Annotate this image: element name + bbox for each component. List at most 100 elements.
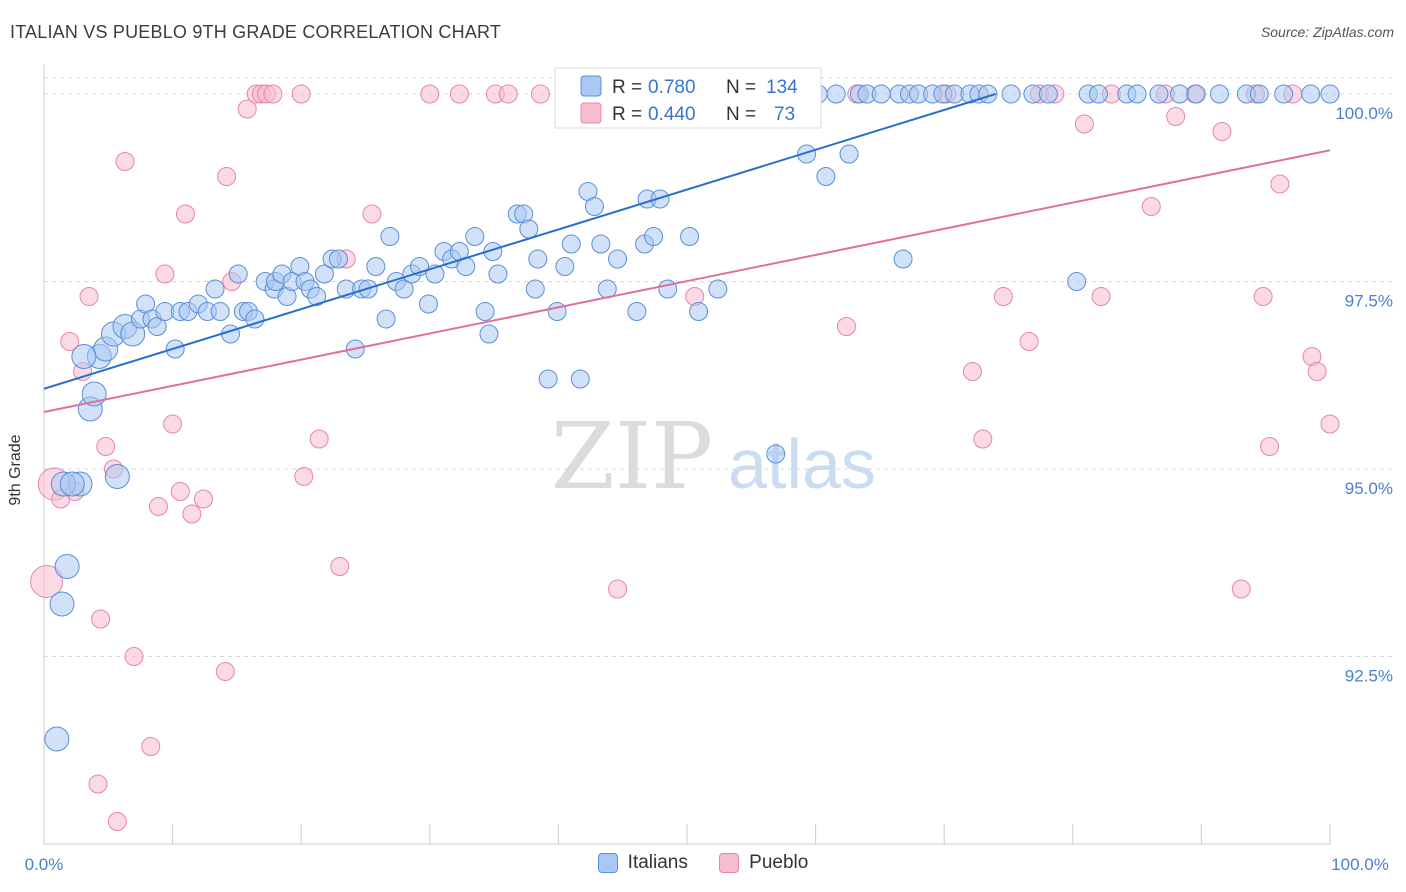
italians-point xyxy=(479,324,499,344)
pueblo-point xyxy=(217,167,237,186)
italians-point xyxy=(205,279,225,299)
legend-r-label: R = xyxy=(612,104,642,125)
italians-point xyxy=(328,249,348,269)
italians-point xyxy=(658,279,678,299)
legend-top: R = 0.780 N = 134 R = 0.440 N = 73 xyxy=(554,67,822,129)
italians-point xyxy=(210,302,230,321)
italians-point xyxy=(314,264,334,284)
pueblo-point xyxy=(449,84,469,104)
italians-point xyxy=(1320,84,1340,104)
pueblo-point xyxy=(1141,197,1161,216)
italians-point xyxy=(839,144,859,164)
italians-points xyxy=(44,84,1340,752)
legend-n-value: 134 xyxy=(766,77,798,98)
pueblo-point xyxy=(1270,174,1290,194)
pueblo-point xyxy=(237,99,257,119)
legend-item-pueblo[interactable]: Pueblo xyxy=(719,852,808,874)
italians-point xyxy=(1001,84,1021,104)
pueblo-point xyxy=(1307,362,1327,381)
chart-title: ITALIAN VS PUEBLO 9TH GRADE CORRELATION … xyxy=(10,22,502,42)
pueblo-point xyxy=(91,609,111,629)
italians-point xyxy=(380,227,400,246)
pueblo-point xyxy=(498,84,518,104)
pueblo-point xyxy=(962,362,982,381)
italians-point xyxy=(1209,84,1229,104)
pueblo-point xyxy=(1253,287,1273,306)
italians-point xyxy=(561,234,581,254)
legend-bottom: Italians Pueblo xyxy=(0,852,1406,879)
italians-point xyxy=(608,249,628,269)
pueblo-point xyxy=(1091,287,1111,306)
legend-item-italians[interactable]: Italians xyxy=(597,852,688,874)
italians-trend-line xyxy=(43,93,996,390)
legend-label-pueblo: Pueblo xyxy=(749,852,809,873)
chart-source: Source: ZipAtlas.com xyxy=(1260,24,1394,40)
pueblo-point xyxy=(96,437,116,456)
pueblo-point xyxy=(170,482,190,501)
pueblo-point xyxy=(309,429,329,449)
tick-labels: 92.5% 95.0% 97.5% 100.0% 0.0% 100.0% xyxy=(25,104,1393,874)
italians-point xyxy=(54,554,80,579)
pueblo-point xyxy=(1074,114,1094,134)
italians-point xyxy=(59,471,85,497)
italians-point xyxy=(488,264,508,284)
axis-layer xyxy=(43,64,1331,845)
pueblo-point xyxy=(291,84,311,104)
italians-point xyxy=(1301,84,1321,104)
italians-point xyxy=(555,257,575,276)
legend-n-label: N = xyxy=(726,77,756,98)
pueblo-point xyxy=(608,579,628,599)
italians-point xyxy=(1149,84,1169,104)
pueblo-point xyxy=(124,647,144,666)
pueblo-point xyxy=(30,565,64,598)
italians-point xyxy=(644,227,664,246)
trend-lines xyxy=(43,93,1331,413)
pueblo-point xyxy=(141,737,161,756)
legend-n-label: N = xyxy=(726,104,756,125)
x-tick-label-end: 100.0% xyxy=(1331,855,1389,874)
pueblo-point xyxy=(973,429,993,449)
pueblo-point xyxy=(1019,332,1039,351)
grid-layer xyxy=(44,77,1392,657)
italians-point xyxy=(1186,84,1206,104)
watermark-atlas: atlas xyxy=(728,425,876,503)
italians-point xyxy=(465,227,485,246)
italians-swatch xyxy=(597,853,618,873)
italians-point xyxy=(1067,272,1087,291)
italians-point xyxy=(525,279,545,299)
italians-point xyxy=(71,344,97,369)
italians-point xyxy=(538,369,558,389)
pueblo-point xyxy=(330,557,350,576)
italians-point xyxy=(1127,84,1147,104)
pueblo-point xyxy=(1212,122,1232,141)
pueblo-point xyxy=(215,662,235,681)
pueblo-point xyxy=(182,504,202,524)
italians-point xyxy=(1274,84,1294,104)
italians-point xyxy=(220,324,240,344)
italians-point xyxy=(627,302,647,321)
italians-point xyxy=(689,302,709,321)
italians-point xyxy=(49,591,75,617)
italians-point xyxy=(680,227,700,246)
italians-point xyxy=(893,249,913,269)
pueblo-point xyxy=(530,84,550,104)
pueblo-point xyxy=(107,812,127,831)
italians-point xyxy=(394,279,414,299)
pueblo-point xyxy=(163,414,183,434)
italians-point xyxy=(591,234,611,254)
italians-point xyxy=(419,294,439,314)
legend-label-italians: Italians xyxy=(627,852,688,873)
italians-point xyxy=(104,464,130,489)
italians-point xyxy=(584,197,604,216)
pueblo-point xyxy=(1320,414,1340,434)
pueblo-point xyxy=(420,84,440,104)
y-tick-label: 92.5% xyxy=(1345,667,1393,686)
italians-point xyxy=(44,726,70,752)
y-tick-label: 97.5% xyxy=(1345,292,1393,311)
y-tick-label: 100.0% xyxy=(1335,104,1393,123)
legend-r-value: 0.780 xyxy=(648,77,696,98)
pueblo-point xyxy=(175,204,195,224)
pueblo-point xyxy=(993,287,1013,306)
italians-point xyxy=(376,309,396,329)
